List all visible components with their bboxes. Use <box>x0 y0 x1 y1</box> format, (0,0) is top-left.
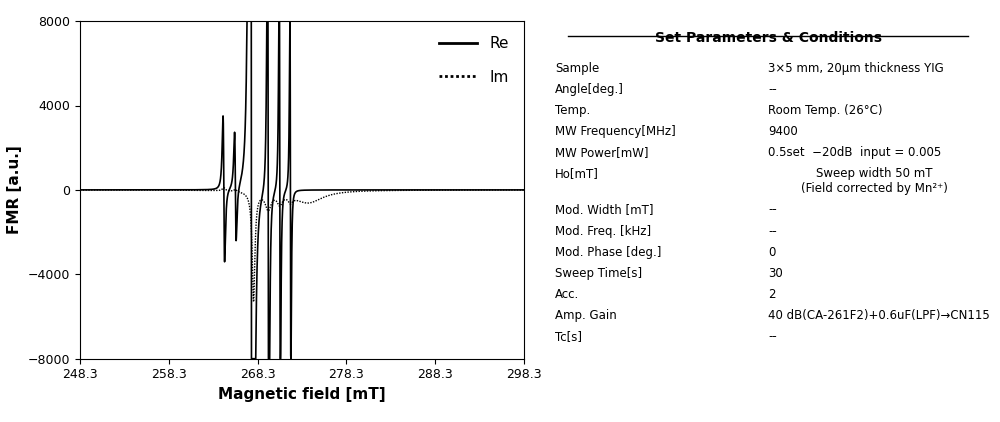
Re <box>518 187 530 192</box>
Im <box>439 188 451 193</box>
Im <box>363 189 375 194</box>
X-axis label: Magnetic field [mT]: Magnetic field [mT] <box>218 387 386 402</box>
Text: 0: 0 <box>768 246 775 259</box>
Im <box>248 299 260 304</box>
Text: --: -- <box>768 203 777 216</box>
Im <box>74 187 86 192</box>
Im <box>405 188 417 193</box>
Text: 2: 2 <box>768 288 776 301</box>
Text: Mod. Width [mT]: Mod. Width [mT] <box>555 203 653 216</box>
Text: Sweep Time[s]: Sweep Time[s] <box>555 267 642 280</box>
Text: 0.5set  −20dB  input = 0.005: 0.5set −20dB input = 0.005 <box>768 146 941 159</box>
Text: Temp.: Temp. <box>555 104 590 117</box>
Re <box>155 187 167 192</box>
Re <box>363 187 375 192</box>
Text: 9400: 9400 <box>768 125 798 138</box>
Im <box>340 190 352 195</box>
Text: Sweep width 50 mT: Sweep width 50 mT <box>816 167 933 180</box>
Text: --: -- <box>768 225 777 238</box>
Re <box>244 19 256 24</box>
Re <box>340 187 352 192</box>
Text: 3×5 mm, 20μm thickness YIG: 3×5 mm, 20μm thickness YIG <box>768 62 944 75</box>
Text: Tc[s]: Tc[s] <box>555 330 582 343</box>
Re <box>405 187 417 192</box>
Text: MW Frequency[MHz]: MW Frequency[MHz] <box>555 125 676 138</box>
Text: 40 dB(CA-261F2)+0.6uF(LPF)→CN115: 40 dB(CA-261F2)+0.6uF(LPF)→CN115 <box>768 309 990 322</box>
Im <box>244 205 256 210</box>
Re <box>439 187 451 192</box>
Text: Room Temp. (26°C): Room Temp. (26°C) <box>768 104 883 117</box>
Text: --: -- <box>768 83 777 96</box>
Text: Set Parameters & Conditions: Set Parameters & Conditions <box>655 31 882 45</box>
Text: (Field corrected by Mn²⁺): (Field corrected by Mn²⁺) <box>801 182 948 195</box>
Im <box>218 185 230 190</box>
Line: Im: Im <box>80 188 524 302</box>
Text: 30: 30 <box>768 267 783 280</box>
Text: Amp. Gain: Amp. Gain <box>555 309 617 322</box>
Text: MW Power[mW]: MW Power[mW] <box>555 146 648 159</box>
Im <box>155 188 167 193</box>
Re <box>74 187 86 192</box>
Im <box>518 187 530 192</box>
Text: --: -- <box>768 330 777 343</box>
Text: Mod. Phase [deg.]: Mod. Phase [deg.] <box>555 246 661 259</box>
Legend: Re, Im: Re, Im <box>431 29 516 92</box>
Text: Sample: Sample <box>555 62 599 75</box>
Re <box>245 356 257 361</box>
Y-axis label: FMR [a.u.]: FMR [a.u.] <box>7 146 22 234</box>
Line: Re: Re <box>80 21 524 359</box>
Re <box>241 19 253 24</box>
Text: Mod. Freq. [kHz]: Mod. Freq. [kHz] <box>555 225 651 238</box>
Text: Acc.: Acc. <box>555 288 579 301</box>
Text: Ho[mT]: Ho[mT] <box>555 167 599 180</box>
Text: Angle[deg.]: Angle[deg.] <box>555 83 624 96</box>
